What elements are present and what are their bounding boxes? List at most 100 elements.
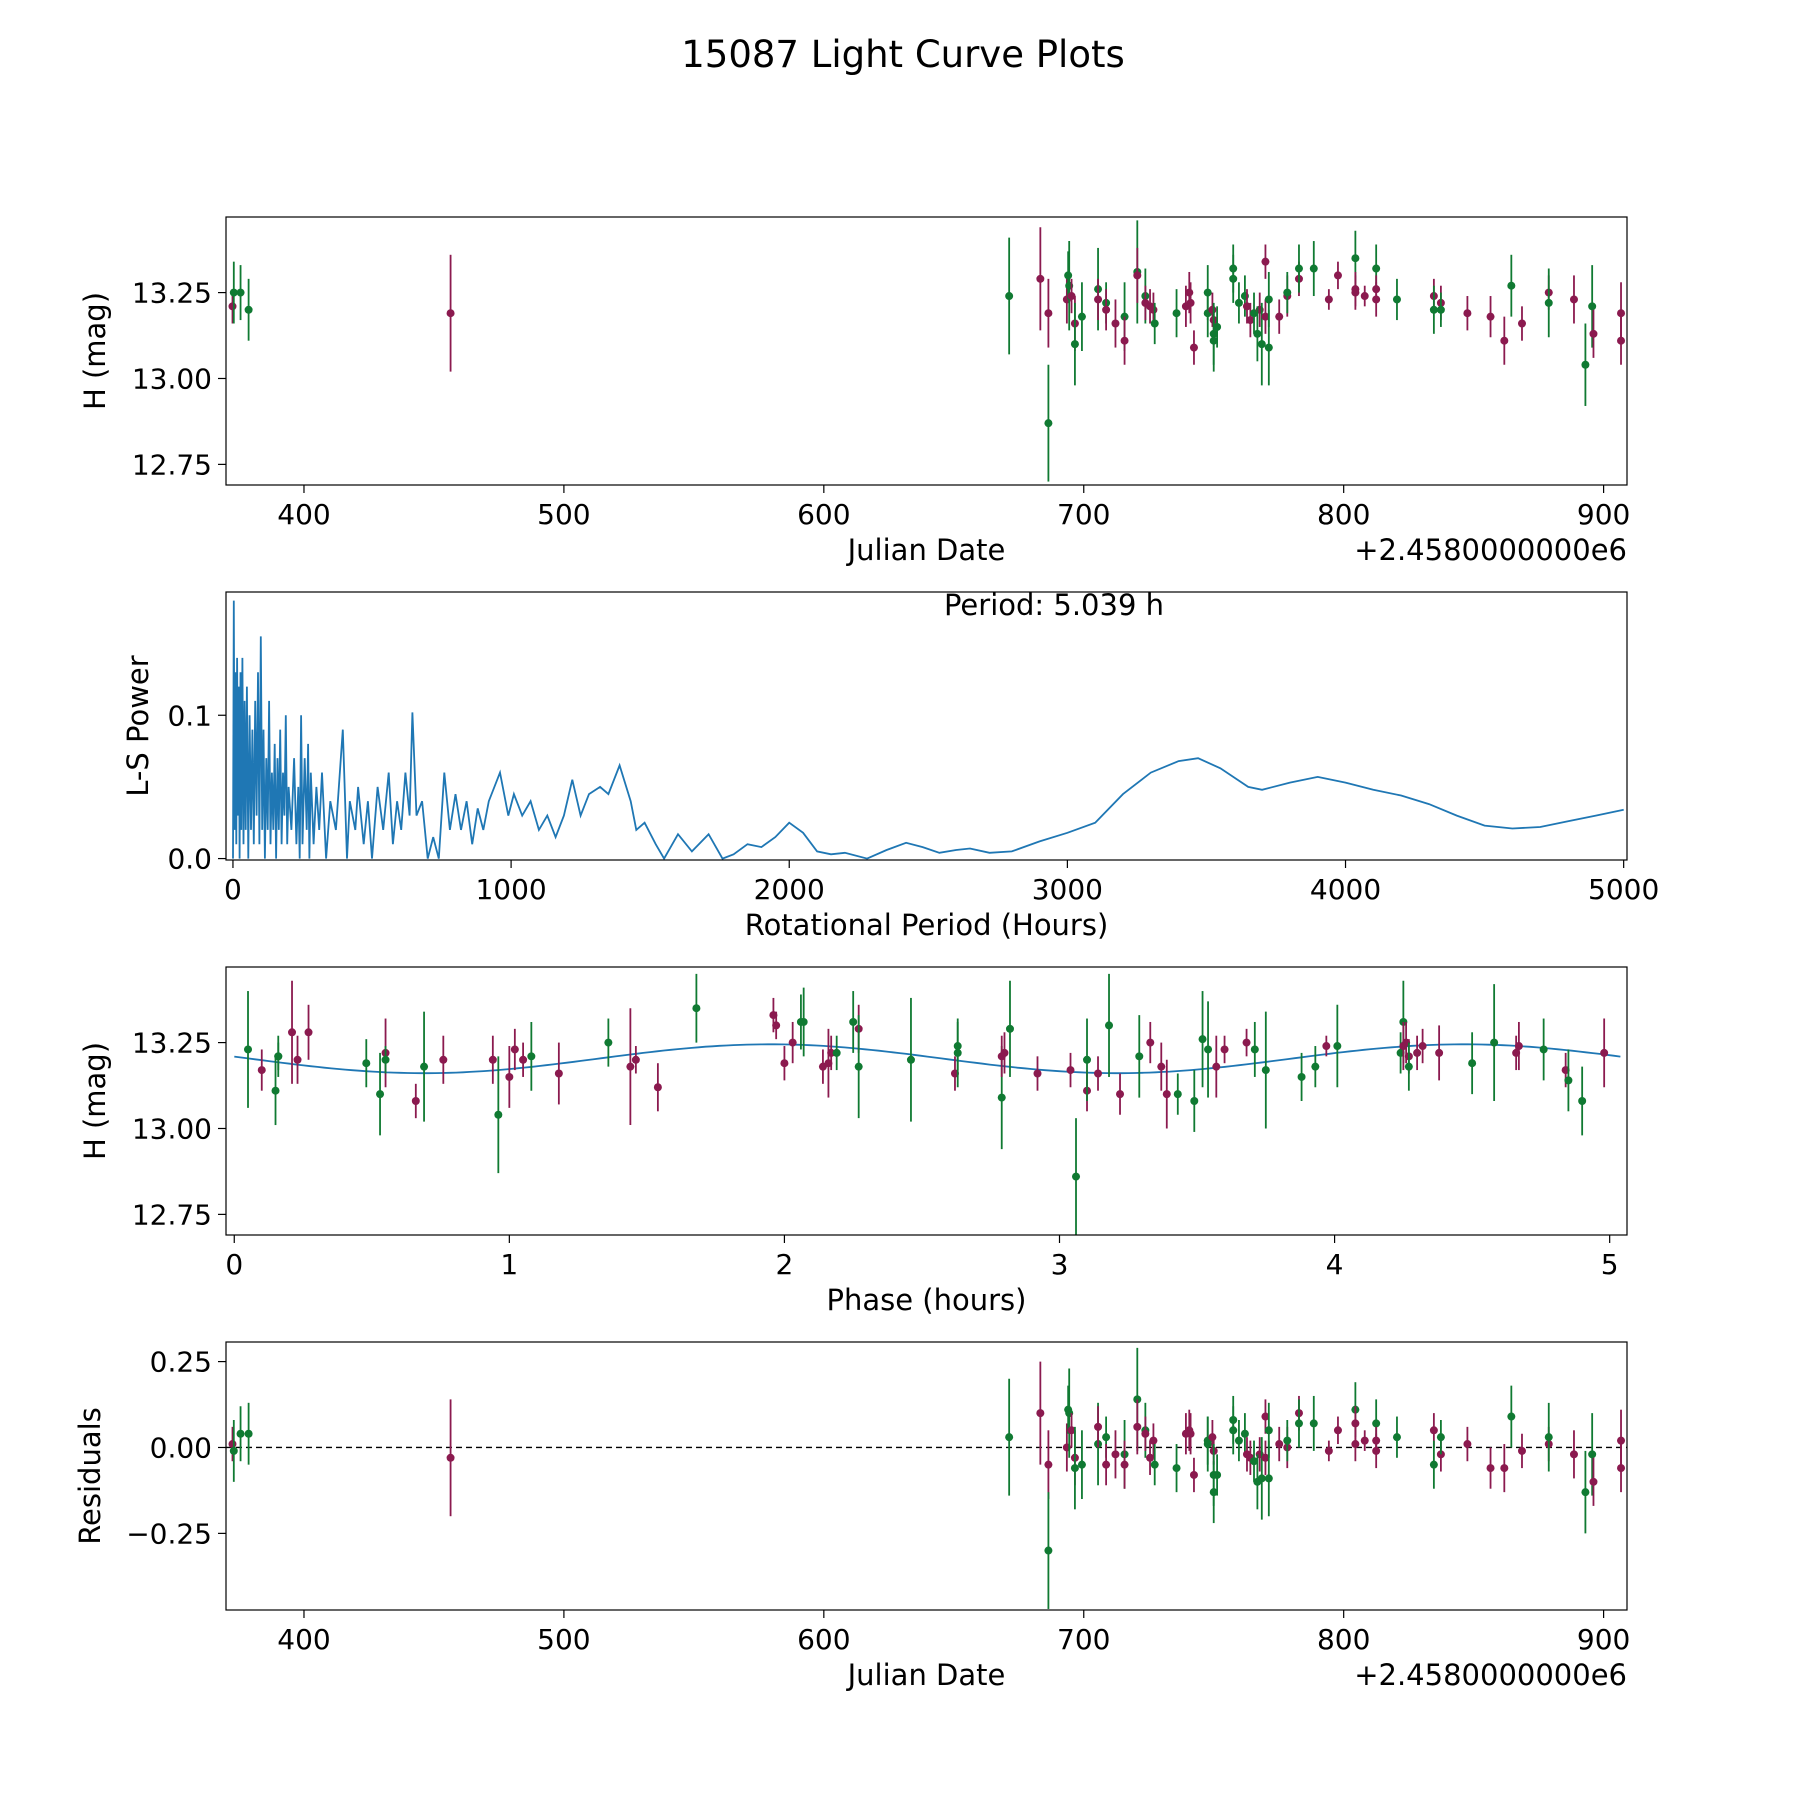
y-tick-label: 13.00 (132, 1112, 212, 1145)
y-tick-label: 0.0 (167, 843, 212, 876)
data-point (1120, 1460, 1129, 1469)
data-point (1544, 1433, 1553, 1442)
data-point (1581, 1488, 1590, 1497)
data-point (1141, 1429, 1150, 1438)
data-point (1372, 1419, 1381, 1428)
data-point (1264, 1474, 1273, 1483)
data-point (1102, 1460, 1111, 1469)
data-point (1077, 312, 1086, 321)
data-point (420, 1062, 429, 1071)
data-point (1094, 295, 1103, 304)
data-point (1436, 305, 1445, 314)
y-tick-label: 12.75 (132, 448, 212, 481)
data-point (1212, 1062, 1221, 1071)
data-point (229, 288, 238, 297)
data-point (1209, 336, 1218, 345)
data-point (1257, 1474, 1266, 1483)
data-point (1486, 312, 1495, 321)
data-point (1333, 271, 1342, 280)
data-point (1283, 288, 1292, 297)
x-tick-label: 4000 (1310, 873, 1381, 906)
data-point (1120, 336, 1129, 345)
data-point (1309, 1419, 1318, 1428)
data-point (1242, 1038, 1251, 1047)
data-point (244, 305, 253, 314)
data-point (1083, 1055, 1092, 1064)
x-tick-label: 5 (1601, 1248, 1619, 1281)
data-point (788, 1038, 797, 1047)
x-tick-label: 800 (1317, 1623, 1370, 1656)
data-point (1569, 295, 1578, 304)
data-point (1172, 1464, 1181, 1473)
data-point (1297, 1072, 1306, 1081)
y-axis-label: H (mag) (78, 292, 112, 410)
data-point (1351, 288, 1360, 297)
x-axis-label: Rotational Period (Hours) (745, 908, 1109, 942)
y-axis-label: H (mag) (78, 1042, 112, 1160)
data-point (244, 1045, 253, 1054)
data-point (236, 288, 245, 297)
x-axis-label: Phase (hours) (827, 1283, 1027, 1317)
data-point (1617, 336, 1626, 345)
data-point (1539, 1045, 1548, 1054)
figure-title: 15087 Light Curve Plots (681, 33, 1125, 76)
x-tick-label: 500 (537, 498, 590, 531)
data-point (1372, 1446, 1381, 1455)
data-point (1162, 1090, 1171, 1099)
x-tick-label: 700 (1057, 498, 1110, 531)
data-point (1392, 1433, 1401, 1442)
plot-area (226, 1347, 1627, 1609)
data-point (376, 1090, 385, 1099)
data-point (1294, 264, 1303, 273)
data-point (1102, 1433, 1111, 1442)
x-tick-label: 700 (1057, 1623, 1110, 1656)
data-point (1186, 1429, 1195, 1438)
data-point (362, 1059, 371, 1068)
data-point (304, 1028, 313, 1037)
data-point (1240, 1429, 1249, 1438)
data-point (1000, 1048, 1009, 1057)
axes-frame (225, 966, 1628, 1236)
data-point (1173, 1090, 1182, 1099)
data-point (1588, 1450, 1597, 1459)
data-point (1229, 274, 1238, 283)
data-point (1514, 1042, 1523, 1051)
data-point (1275, 1440, 1284, 1449)
data-point (1463, 1440, 1472, 1449)
data-point (1413, 1048, 1422, 1057)
data-point (274, 1052, 283, 1061)
plot-area (234, 973, 1621, 1235)
data-point (293, 1055, 302, 1064)
data-point (1135, 1052, 1144, 1061)
data-point (1360, 292, 1369, 301)
data-point (1463, 309, 1472, 318)
data-point (1392, 295, 1401, 304)
data-point (1105, 1021, 1114, 1030)
data-point (1564, 1076, 1573, 1085)
data-point (1322, 1042, 1331, 1051)
x-tick-label: 2 (776, 1248, 794, 1281)
x-tick-label: 0 (225, 1248, 243, 1281)
data-point (1229, 1426, 1238, 1435)
data-point (1189, 1470, 1198, 1479)
data-point (799, 1017, 808, 1026)
y-axis-label: Residuals (73, 1407, 107, 1545)
data-point (1261, 312, 1270, 321)
data-point (1246, 316, 1255, 325)
data-point (604, 1038, 613, 1047)
data-point (1581, 360, 1590, 369)
data-point (1372, 264, 1381, 273)
data-point (1490, 1038, 1499, 1047)
data-point (1517, 1446, 1526, 1455)
data-point (257, 1066, 266, 1075)
data-point (1185, 288, 1194, 297)
data-point (1294, 1419, 1303, 1428)
data-point (236, 1429, 245, 1438)
axes-frame (225, 591, 1628, 861)
axes-frame (225, 216, 1628, 486)
x-offset-label: +2.4580000000e6 (1354, 533, 1627, 567)
x-axis-label: Julian Date (846, 1658, 1006, 1692)
plot-area (232, 600, 1624, 860)
data-point (1283, 1436, 1292, 1445)
data-point (1264, 1426, 1273, 1435)
